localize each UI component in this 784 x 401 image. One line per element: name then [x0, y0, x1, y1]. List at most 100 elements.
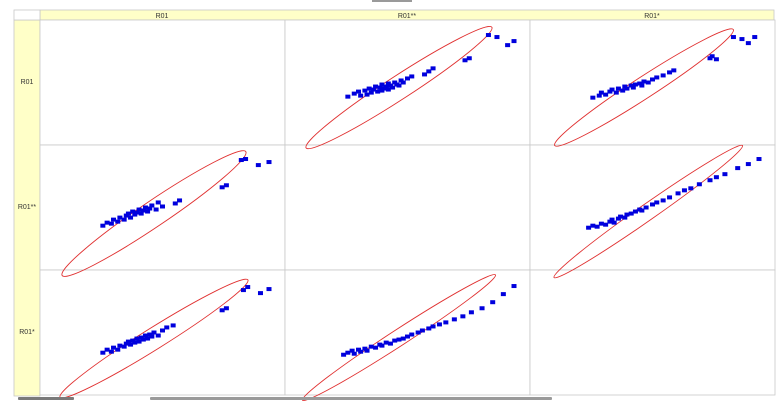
data-point-2-1-29 — [243, 157, 249, 162]
data-point-2-3-9 — [615, 216, 621, 221]
data-point-3-2-15 — [392, 338, 398, 343]
data-point-2-3-1 — [586, 225, 592, 230]
data-point-1-2-5 — [362, 88, 368, 93]
data-point-2-3-17 — [643, 205, 649, 210]
title-fragment — [372, 0, 412, 3]
data-point-1-2-35 — [505, 43, 511, 48]
data-point-3-2-2 — [345, 350, 351, 355]
data-point-2-3-28 — [722, 172, 728, 177]
data-point-3-2-10 — [373, 345, 379, 350]
data-point-1-2-18 — [385, 87, 391, 92]
data-point-3-2-16 — [396, 337, 402, 342]
data-point-3-2-5 — [356, 347, 362, 352]
data-point-1-2-7 — [366, 86, 372, 91]
data-point-1-3-14 — [632, 82, 638, 87]
data-point-1-2-13 — [379, 88, 385, 93]
data-point-2-1-28 — [238, 158, 244, 163]
data-point-2-3-11 — [622, 215, 628, 220]
data-point-2-1-10 — [128, 215, 134, 220]
data-point-2-3-31 — [756, 157, 762, 162]
data-point-3-2-21 — [419, 328, 425, 333]
data-point-2-3-2 — [590, 223, 596, 228]
data-point-3-2-24 — [436, 322, 442, 327]
data-point-1-3-7 — [613, 90, 619, 95]
data-point-3-2-29 — [479, 306, 485, 311]
data-point-1-3-27 — [730, 35, 736, 40]
data-point-1-2-26 — [405, 76, 410, 81]
data-point-2-3-23 — [681, 188, 687, 193]
data-point-2-1-6 — [117, 215, 123, 220]
data-point-2-1-23 — [160, 204, 165, 209]
data-point-2-1-1 — [100, 223, 106, 228]
data-point-1-3-1 — [590, 95, 596, 100]
data-point-3-1-30 — [257, 291, 263, 296]
data-point-3-1-22 — [155, 333, 161, 338]
data-point-1-2-29 — [426, 69, 432, 74]
data-point-1-2-33 — [494, 35, 500, 40]
data-point-1-3-13 — [630, 85, 636, 90]
data-point-1-3-24 — [707, 56, 713, 61]
data-point-3-1-28 — [240, 288, 246, 293]
data-point-3-2-17 — [400, 336, 406, 341]
confidence-ellipse-1-3 — [554, 28, 734, 147]
data-point-3-2-1 — [341, 352, 347, 357]
data-point-1-2-34 — [485, 33, 491, 38]
horizontal-scrollbar-thumb[interactable] — [150, 397, 552, 400]
data-point-3-2-19 — [409, 332, 415, 337]
data-point-2-3-6 — [607, 219, 613, 224]
data-point-3-1-5 — [115, 347, 121, 352]
data-point-2-1-13 — [134, 210, 140, 215]
data-point-1-3-29 — [745, 41, 751, 46]
data-point-1-3-6 — [609, 87, 615, 92]
data-point-1-2-1 — [345, 94, 351, 99]
data-point-3-2-4 — [351, 351, 357, 356]
data-point-2-1-9 — [125, 211, 131, 216]
data-point-3-1-11 — [130, 338, 136, 343]
data-point-3-1-31 — [266, 287, 272, 292]
data-point-3-2-12 — [379, 343, 385, 348]
data-point-1-3-10 — [622, 84, 628, 89]
data-point-1-3-4 — [603, 92, 609, 97]
data-point-3-1-10 — [128, 342, 134, 347]
confidence-ellipse-2-1 — [61, 150, 247, 277]
data-point-1-3-2 — [596, 93, 602, 98]
data-point-3-2-13 — [383, 340, 389, 345]
panel-cell-1-2 — [284, 19, 531, 146]
data-point-1-2-8 — [368, 90, 374, 95]
data-point-3-1-13 — [134, 336, 140, 341]
data-point-2-1-11 — [130, 209, 136, 214]
data-point-3-1-9 — [125, 339, 131, 344]
data-point-1-2-25 — [400, 80, 406, 85]
data-point-3-2-27 — [460, 314, 466, 319]
corner-cell — [13, 9, 41, 21]
data-point-3-2-28 — [468, 310, 474, 315]
data-point-3-2-31 — [500, 292, 506, 297]
data-point-1-3-19 — [650, 77, 655, 82]
data-point-2-3-30 — [745, 162, 751, 167]
panel-grid — [39, 19, 776, 401]
panel-cell-3-3 — [529, 269, 776, 396]
data-point-2-1-2 — [104, 220, 110, 225]
data-point-3-1-8 — [123, 341, 129, 346]
confidence-ellipse-1-2 — [305, 25, 493, 150]
data-point-2-1-27 — [223, 183, 229, 188]
data-point-2-1-21 — [153, 207, 159, 212]
data-point-1-3-20 — [654, 75, 660, 80]
data-point-3-1-3 — [108, 349, 114, 354]
column-header-3: R01* — [644, 13, 660, 20]
horizontal-scrollbar-left[interactable] — [18, 397, 74, 400]
column-header-2: R01** — [398, 13, 417, 20]
data-point-3-2-20 — [415, 330, 421, 335]
data-point-3-2-3 — [349, 348, 355, 353]
data-point-1-3-18 — [645, 80, 651, 85]
data-point-3-1-12 — [132, 340, 138, 345]
data-point-2-3-25 — [696, 182, 702, 187]
data-point-2-3-8 — [611, 220, 617, 225]
data-point-1-2-4 — [358, 93, 364, 98]
data-point-3-1-25 — [170, 323, 176, 328]
data-point-3-2-25 — [443, 320, 449, 325]
data-point-3-1-20 — [149, 334, 155, 339]
data-point-1-2-27 — [409, 74, 415, 79]
data-point-1-3-12 — [628, 83, 634, 88]
data-point-3-1-14 — [136, 339, 142, 344]
